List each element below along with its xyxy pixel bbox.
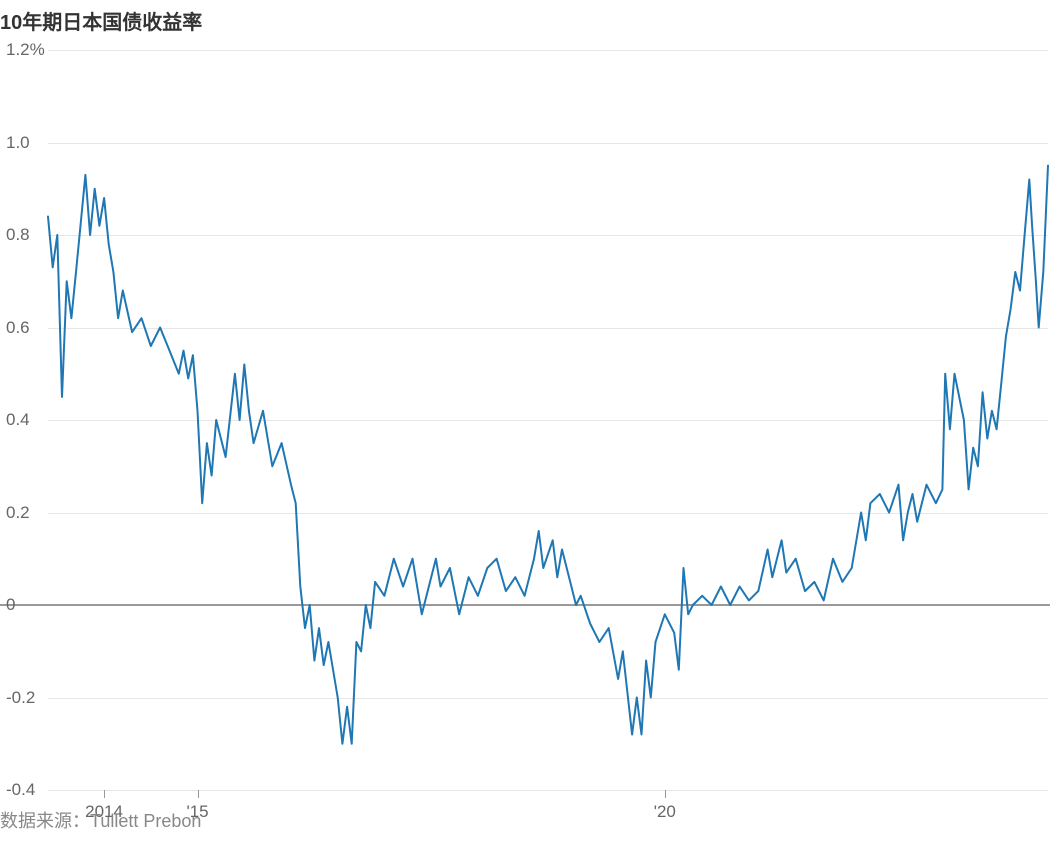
x-tick <box>104 790 105 798</box>
chart-title: 10年期日本国债收益率 <box>0 6 202 35</box>
y-axis-label: 0.8 <box>6 225 30 245</box>
y-axis-label: 1.2% <box>6 40 45 60</box>
x-tick <box>198 790 199 798</box>
y-axis-label: -0.2 <box>6 688 35 708</box>
y-axis-label: 1.0 <box>6 133 30 153</box>
x-tick <box>665 790 666 798</box>
chart-series <box>48 50 1048 790</box>
y-axis-label: 0.6 <box>6 318 30 338</box>
x-axis-label: '20 <box>654 802 676 822</box>
chart-plot-area: -0.4-0.200.20.40.60.81.01.2%2014'15'20 <box>48 50 1048 790</box>
y-axis-label: 0.2 <box>6 503 30 523</box>
y-axis-label: 0 <box>6 595 15 615</box>
chart-source: 数据来源：Tullett Prebon <box>0 807 201 833</box>
line-series <box>48 166 1048 744</box>
y-axis-label: -0.4 <box>6 780 35 800</box>
y-axis-label: 0.4 <box>6 410 30 430</box>
